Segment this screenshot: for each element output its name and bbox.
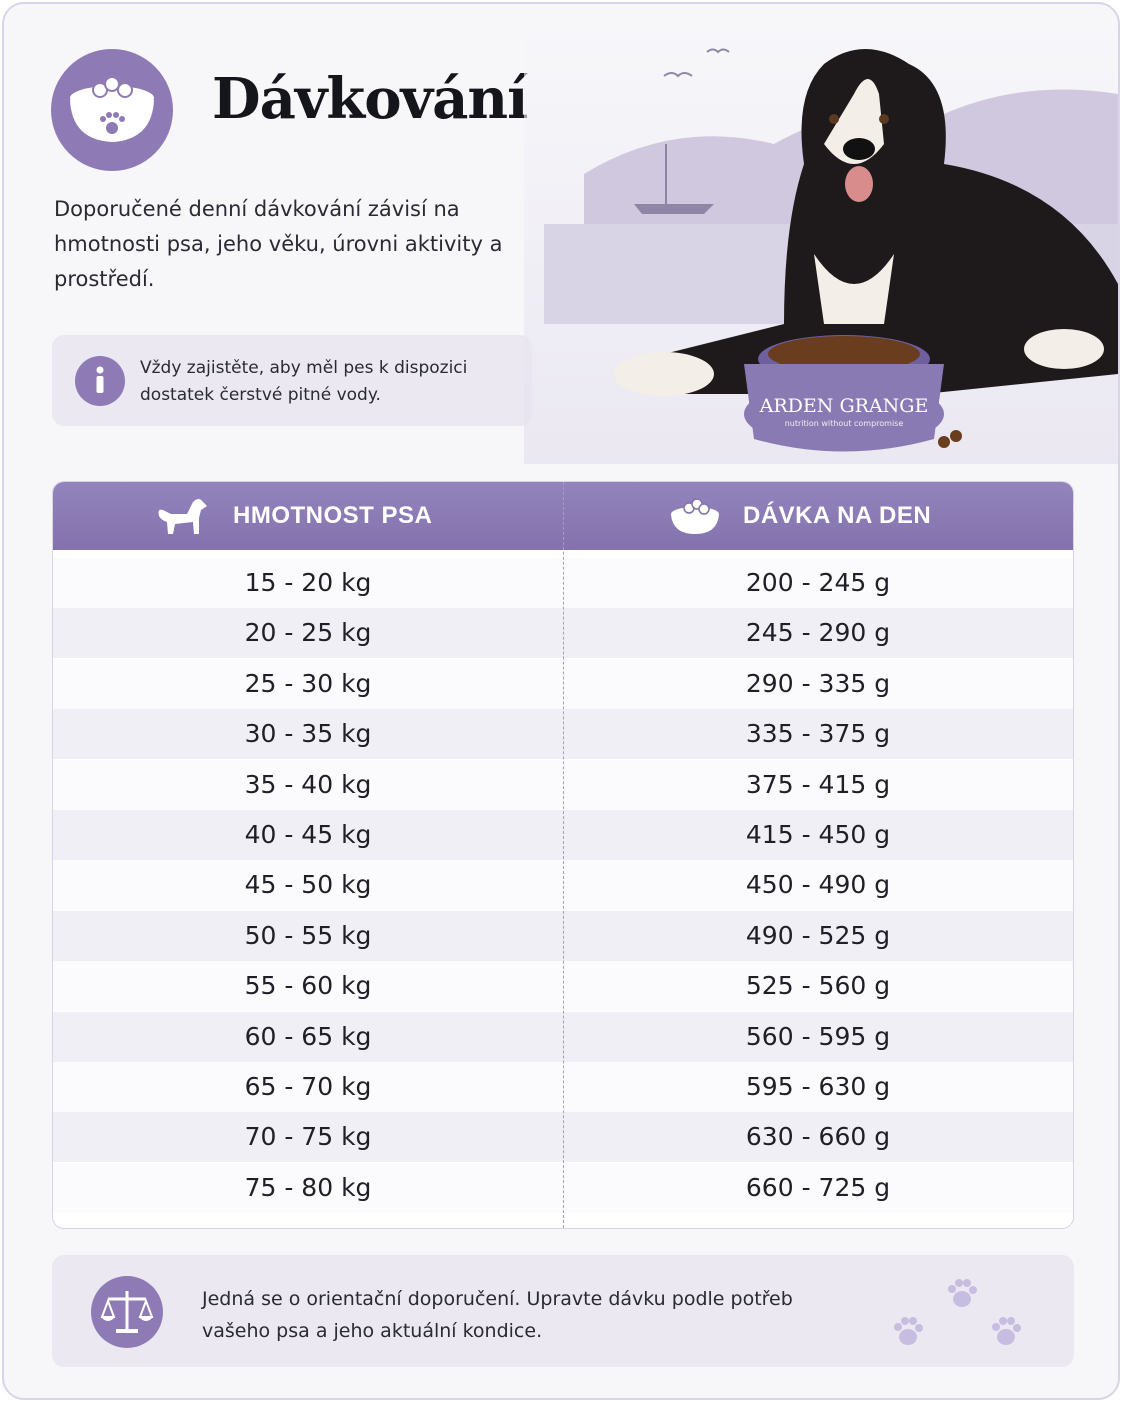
table-cell: 40 - 45 kg <box>244 820 372 849</box>
table-header-cell: HMOTNOST PSA <box>233 502 433 529</box>
paw-prints <box>894 1279 1021 1345</box>
table-cell: 20 - 25 kg <box>244 618 372 648</box>
bowl-icon <box>51 49 173 171</box>
table-cell: 560 - 595 g <box>745 1021 891 1051</box>
table-cell: 60 - 65 kg <box>244 1021 372 1051</box>
intro: Doporučené denní dávkování závisí na hmo… <box>54 197 503 291</box>
note-box: Vždy zajistěte, aby měl pes k dispozici … <box>52 335 532 426</box>
scale-icon <box>91 1276 163 1348</box>
table-cell: 660 - 725 g <box>745 1172 891 1202</box>
info-icon <box>75 356 125 406</box>
table-cell: 30 - 35 kg <box>244 719 372 749</box>
table-cell: 50 - 55 kg <box>244 920 372 950</box>
table-cell: 65 - 70 kg <box>244 1072 372 1101</box>
table-cell: 595 - 630 g <box>745 1072 891 1101</box>
note-text: Vždy zajistěte, aby měl pes k dispozici … <box>140 358 468 405</box>
table-cell: 415 - 450 g <box>745 820 891 849</box>
table-cell: 70 - 75 kg <box>244 1122 372 1152</box>
table-cell: 35 - 40 kg <box>244 769 372 799</box>
bowl-brand: ARDEN GRANGE <box>759 395 929 417</box>
table-cell: 25 - 30 kg <box>244 668 372 698</box>
footer-box: Jedná se o orientační doporučení. Upravt… <box>52 1255 1074 1367</box>
table-cell: 630 - 660 g <box>745 1122 891 1152</box>
bowl-small-icon <box>671 498 719 534</box>
title: Dávkování <box>212 66 528 132</box>
bowl-tagline: nutrition without compromise <box>785 419 904 428</box>
table-cell: 375 - 415 g <box>745 769 891 799</box>
table-cell: 525 - 560 g <box>745 971 891 1001</box>
table-cell: 490 - 525 g <box>745 920 891 950</box>
table-header-cell: DÁVKA NA DEN <box>743 502 932 529</box>
dog-illustration: ARDEN GRANGE nutrition without compromis… <box>524 24 1118 464</box>
table-cell: 45 - 50 kg <box>244 870 372 900</box>
dosage-table: HMOTNOST PSA DÁVKA NA DEN 15 - 20 kg 200 … <box>52 481 1074 1229</box>
table-cell: 55 - 60 kg <box>244 971 372 1001</box>
table-cell: 335 - 375 g <box>745 719 891 749</box>
table-cell: 15 - 20 kg <box>244 568 372 597</box>
column-divider <box>563 482 564 1228</box>
table-cell: 290 - 335 g <box>745 668 891 698</box>
table-cell: 75 - 80 kg <box>244 1172 372 1202</box>
table-cell: 245 - 290 g <box>745 618 891 648</box>
table-cell: 450 - 490 g <box>745 870 891 900</box>
table-cell: 200 - 245 g <box>745 568 891 597</box>
dog-icon <box>158 499 207 534</box>
footer-text: Jedná se o orientační doporučení. Upravt… <box>202 1288 793 1342</box>
